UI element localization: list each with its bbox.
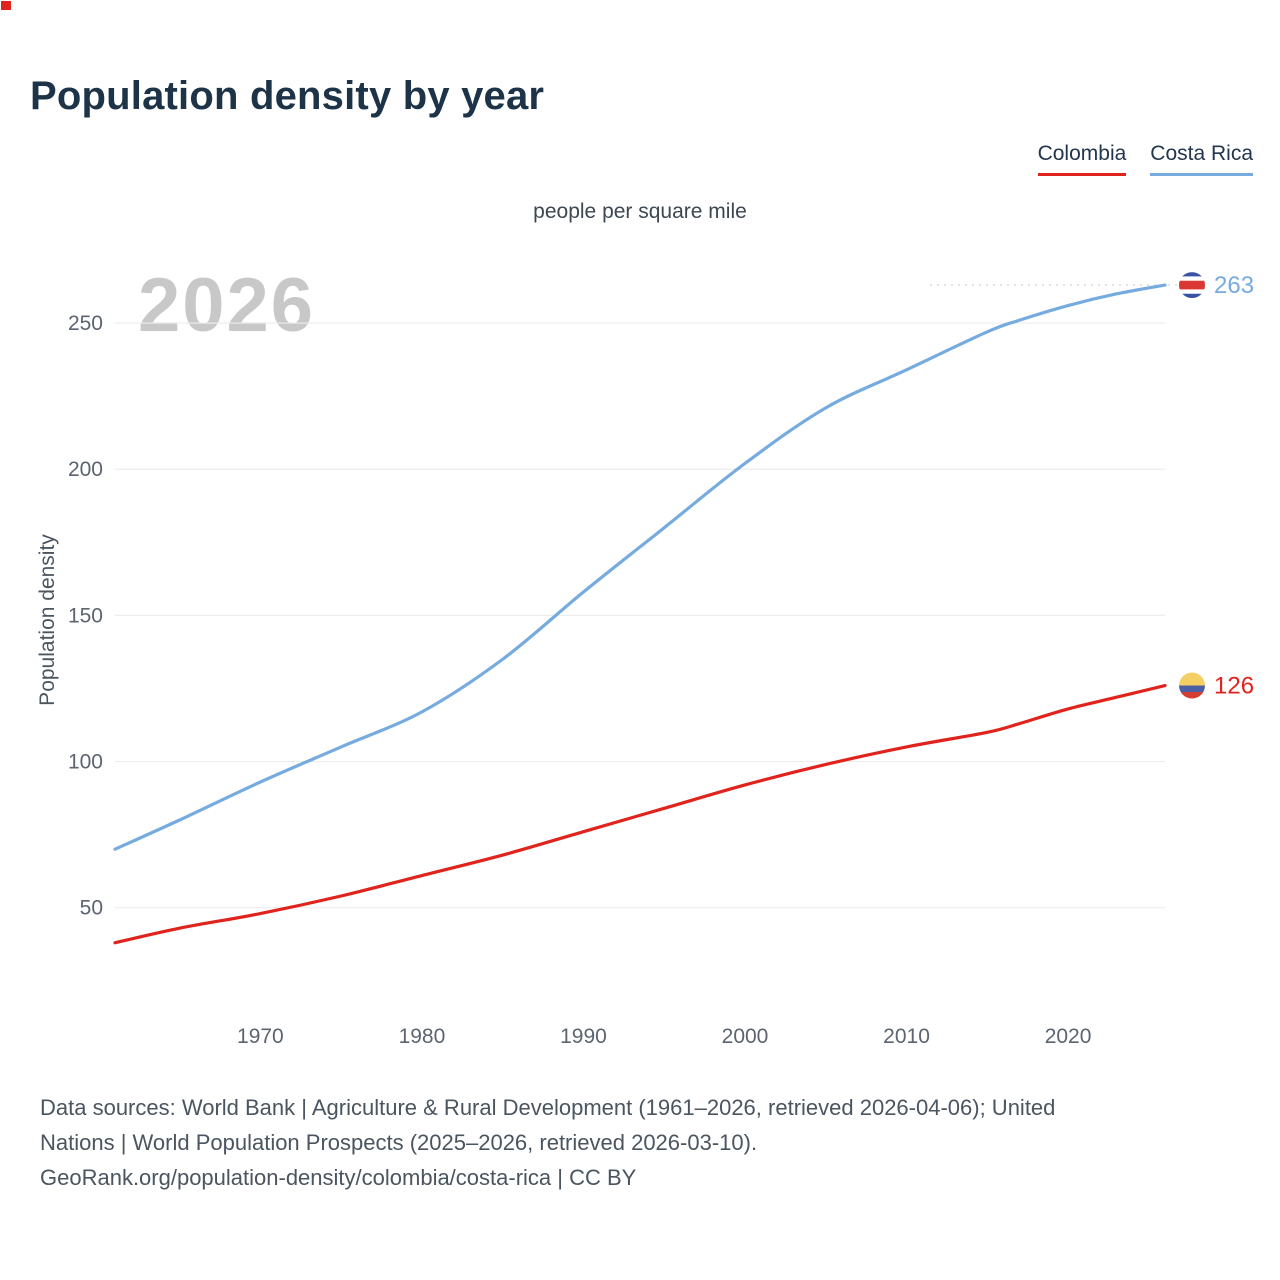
y-tick-label: 250: [68, 312, 103, 335]
x-tick-label: 1980: [399, 1025, 446, 1048]
y-tick-label: 150: [68, 604, 103, 627]
legend-label-costa-rica: Costa Rica: [1150, 142, 1253, 165]
x-tick-label: 2020: [1045, 1025, 1092, 1048]
footer-line-1: Data sources: World Bank | Agriculture &…: [40, 1095, 1056, 1120]
legend-label-colombia: Colombia: [1037, 142, 1127, 165]
x-tick-label: 1990: [560, 1025, 607, 1048]
footer: Data sources: World Bank | Agriculture &…: [40, 1090, 1255, 1196]
chart-subtitle: people per square mile: [533, 200, 747, 223]
footer-line-2: Nations | World Population Prospects (20…: [40, 1130, 758, 1156]
x-tick-label: 1970: [237, 1025, 284, 1048]
series-line-costa-rica: [113, 283, 1167, 851]
legend: Colombia Costa Rica: [1037, 142, 1253, 176]
line-chart: 50 100 150 200 250 1970 1980 1990 2000 2010 2020 12…: [68, 272, 1254, 1048]
series-line-colombia: [113, 683, 1167, 945]
legend-item-costa-rica[interactable]: Costa Rica: [1150, 142, 1253, 176]
x-tick-label: 2010: [883, 1025, 930, 1048]
x-tick-label: 2000: [722, 1025, 769, 1048]
y-tick-label: 200: [68, 458, 103, 481]
end-value-colombia: 126: [1214, 673, 1254, 700]
y-tick-label: 50: [80, 897, 103, 920]
corner-marker: [1, 1, 11, 10]
page-title: Population density by year: [30, 74, 545, 118]
footer-line-3[interactable]: GeoRank.org/population-density/colombia/…: [40, 1165, 637, 1191]
flag-icon-colombia: [1179, 672, 1205, 699]
y-tick-label: 100: [68, 751, 103, 774]
legend-item-colombia[interactable]: Colombia: [1037, 142, 1127, 176]
flag-icon-costa-rica: [1179, 272, 1205, 299]
end-value-costa-rica: 263: [1214, 272, 1254, 299]
year-watermark: 2026: [138, 263, 316, 348]
